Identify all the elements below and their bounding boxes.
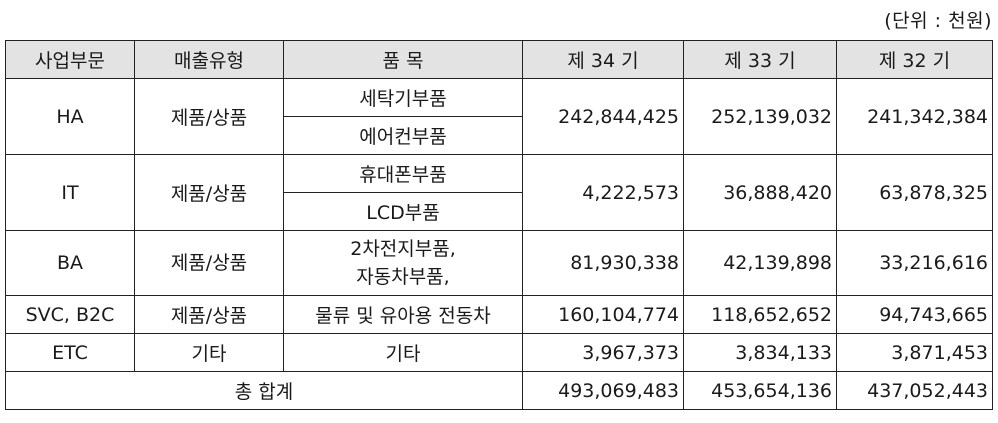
table-row-ha: HA 제품/상품 세탁기부품 242,844,425 252,139,032 2…: [5, 78, 993, 155]
value-33-cell: 36,888,420: [683, 154, 837, 231]
segment-cell: ETC: [5, 333, 135, 372]
total-34-cell: 493,069,483: [522, 371, 684, 410]
segment-cell: HA: [5, 78, 135, 155]
header-period-32: 제 32 기: [836, 40, 993, 79]
item-cell: 에어컨부품: [283, 116, 523, 155]
value-33-cell: 42,139,898: [683, 230, 837, 296]
sales-type-cell: 제품/상품: [134, 230, 284, 296]
total-33-cell: 453,654,136: [683, 371, 837, 410]
value-32-cell: 241,342,384: [836, 78, 993, 155]
header-row: 사업부문 매출유형 품 목 제 34 기 제 33 기 제 32 기: [5, 40, 993, 79]
table-row-ba: BA 제품/상품 2차전지부품, 자동차부품, 81,930,338 42,13…: [5, 230, 993, 296]
item-cell: 기타: [283, 333, 523, 372]
item-cell: 세탁기부품: [283, 78, 523, 117]
item-cell: LCD부품: [283, 192, 523, 231]
value-32-cell: 3,871,453: [836, 333, 993, 372]
unit-label: (단위 : 천원): [884, 10, 992, 32]
item-line-1: 2차전지부품,: [350, 238, 456, 260]
value-34-cell: 242,844,425: [522, 78, 684, 155]
sales-type-cell: 제품/상품: [134, 78, 284, 155]
value-34-cell: 160,104,774: [522, 295, 684, 334]
header-period-34: 제 34 기: [522, 40, 684, 79]
total-32-cell: 437,052,443: [836, 371, 993, 410]
segment-cell: IT: [5, 154, 135, 231]
header-segment: 사업부문: [5, 40, 135, 79]
value-34-cell: 81,930,338: [522, 230, 684, 296]
value-34-cell: 4,222,573: [522, 154, 684, 231]
value-32-cell: 33,216,616: [836, 230, 993, 296]
item-cell: 휴대폰부품: [283, 154, 523, 193]
value-34-cell: 3,967,373: [522, 333, 684, 372]
header-sales-type: 매출유형: [134, 40, 284, 79]
sales-type-cell: 제품/상품: [134, 154, 284, 231]
header-period-33: 제 33 기: [683, 40, 837, 79]
item-cell: 물류 및 유아용 전동차: [283, 295, 523, 334]
table-row-total: 총 합계 493,069,483 453,654,136 437,052,443: [5, 371, 993, 410]
sales-type-cell: 제품/상품: [134, 295, 284, 334]
segment-cell: SVC, B2C: [5, 295, 135, 334]
segment-cell: BA: [5, 230, 135, 296]
value-33-cell: 252,139,032: [683, 78, 837, 155]
sales-table: 사업부문 매출유형 품 목 제 34 기 제 33 기 제 32 기 HA 제품…: [5, 40, 993, 410]
value-32-cell: 63,878,325: [836, 154, 993, 231]
table-row-etc: ETC 기타 기타 3,967,373 3,834,133 3,871,453: [5, 333, 993, 372]
value-33-cell: 118,652,652: [683, 295, 837, 334]
item-line-2: 자동차부품,: [356, 266, 450, 288]
item-cell: 2차전지부품, 자동차부품,: [283, 230, 523, 296]
table-row-it-sub: LCD부품: [6, 192, 993, 231]
table-row-it: IT 제품/상품 휴대폰부품 4,222,573 36,888,420 63,8…: [5, 154, 993, 231]
table-row-svc: SVC, B2C 제품/상품 물류 및 유아용 전동차 160,104,774 …: [5, 295, 993, 334]
value-33-cell: 3,834,133: [683, 333, 837, 372]
sales-type-cell: 기타: [134, 333, 284, 372]
total-label-cell: 총 합계: [5, 371, 523, 410]
value-32-cell: 94,743,665: [836, 295, 993, 334]
table-row-ha-sub: 에어컨부품: [6, 116, 993, 155]
header-item: 품 목: [283, 40, 523, 79]
